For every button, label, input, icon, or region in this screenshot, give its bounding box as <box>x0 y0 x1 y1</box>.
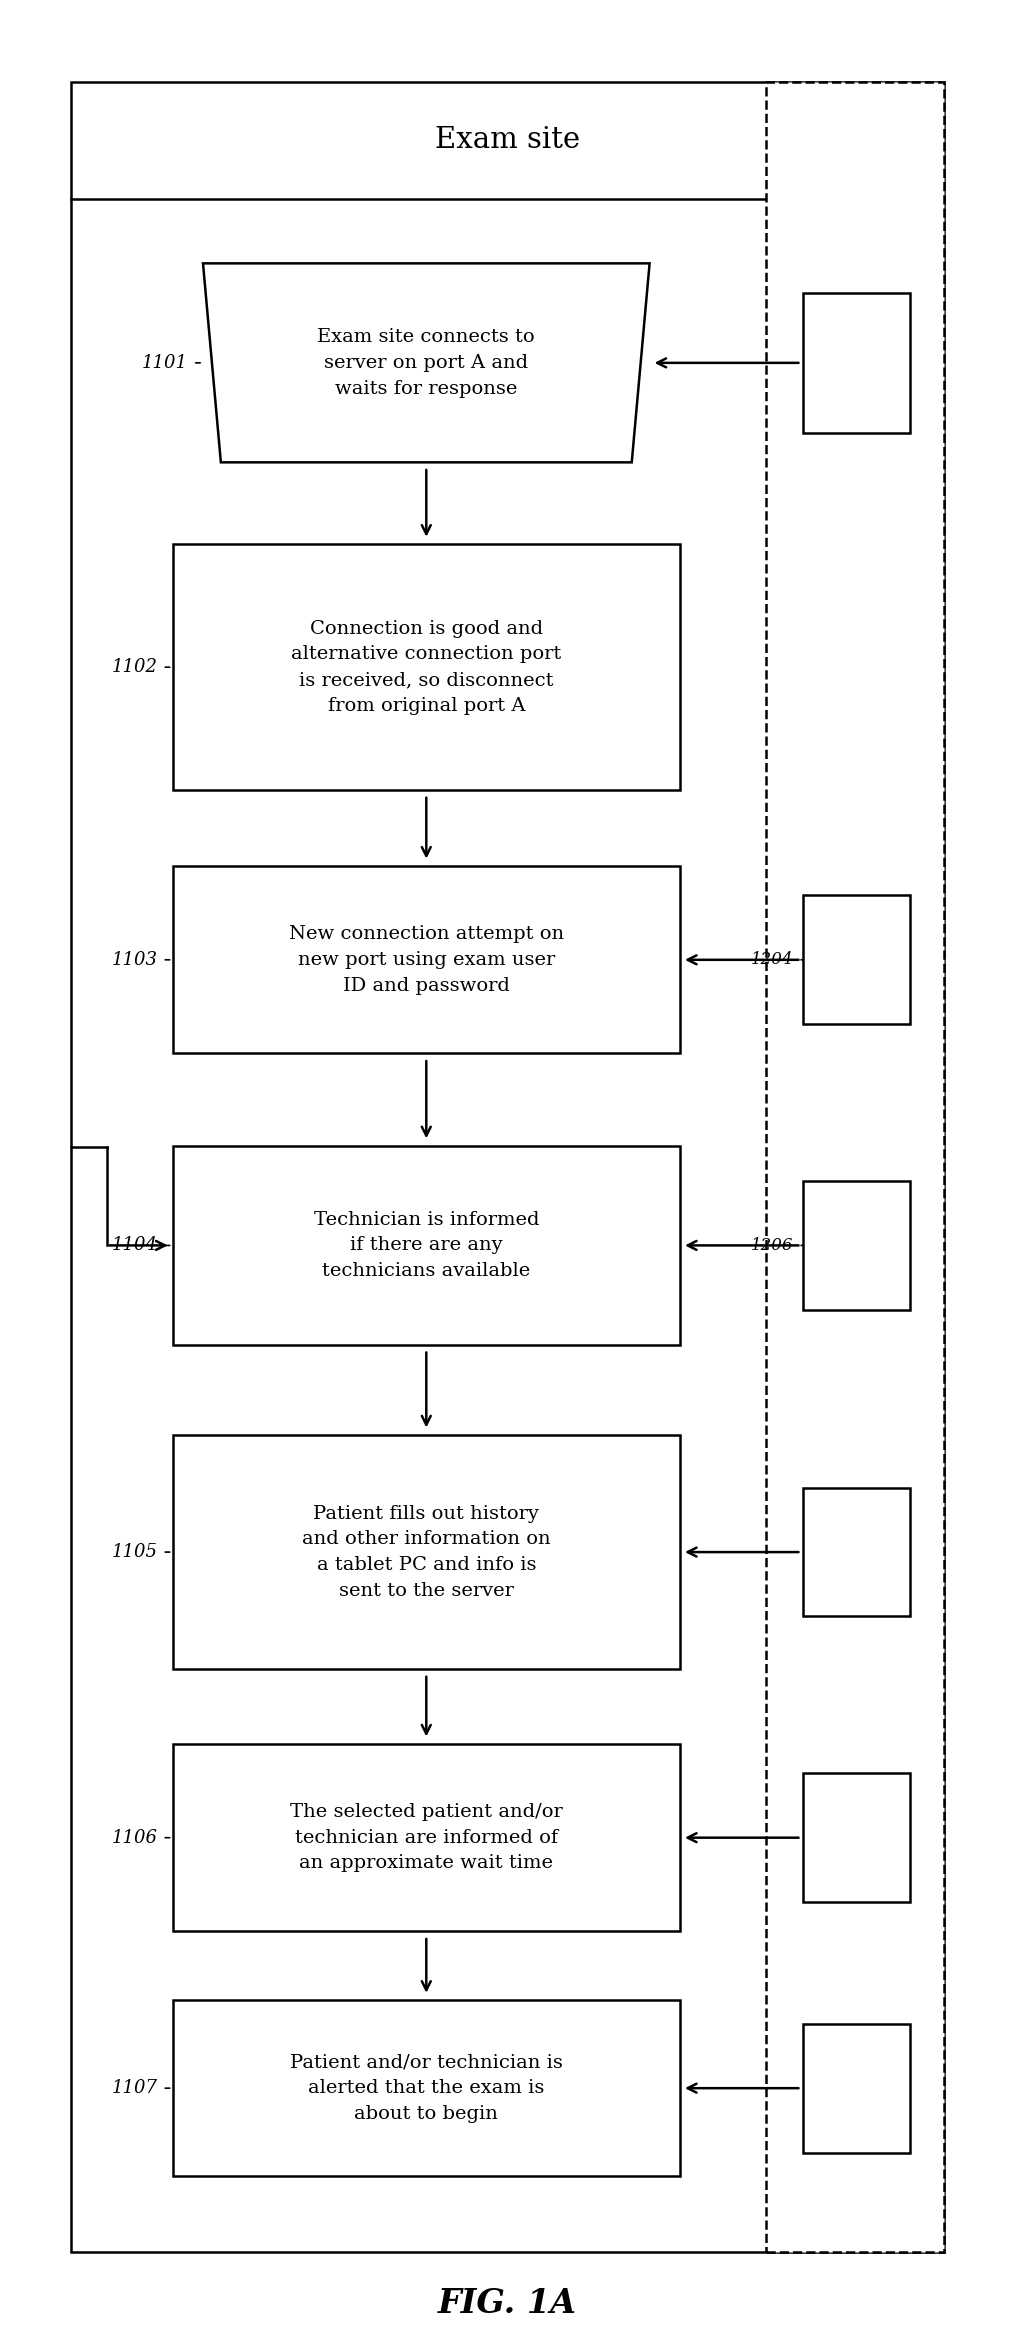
Text: The selected patient and/or
technician are informed of
an approximate wait time: The selected patient and/or technician a… <box>290 1803 562 1873</box>
Bar <box>173 1999 680 2177</box>
Bar <box>803 894 909 1025</box>
Text: 1107: 1107 <box>112 2079 157 2098</box>
Bar <box>173 545 680 791</box>
Bar <box>803 1774 909 1901</box>
Bar <box>71 82 944 2252</box>
Bar <box>803 1489 909 1615</box>
Text: New connection attempt on
new port using exam user
ID and password: New connection attempt on new port using… <box>288 925 564 995</box>
Text: 1104: 1104 <box>112 1236 157 1255</box>
Text: Patient fills out history
and other information on
a tablet PC and info is
sent : Patient fills out history and other info… <box>302 1505 550 1599</box>
Text: Exam site: Exam site <box>435 126 580 155</box>
Text: Technician is informed
if there are any
technicians available: Technician is informed if there are any … <box>314 1210 539 1281</box>
Bar <box>803 293 909 433</box>
Text: 1103: 1103 <box>112 950 157 969</box>
Text: 1102: 1102 <box>112 658 157 677</box>
Text: 1106: 1106 <box>112 1828 157 1847</box>
Text: FIG. 1A: FIG. 1A <box>438 2287 577 2320</box>
Text: 1101: 1101 <box>142 353 188 372</box>
Text: Connection is good and
alternative connection port
is received, so disconnect
fr: Connection is good and alternative conne… <box>291 620 561 714</box>
Bar <box>766 82 944 2252</box>
Bar <box>173 866 680 1053</box>
Bar <box>173 1435 680 1669</box>
Polygon shape <box>203 265 650 464</box>
Text: Exam site connects to
server on port A and
waits for response: Exam site connects to server on port A a… <box>318 328 535 398</box>
Bar <box>173 1744 680 1931</box>
Text: Patient and/or technician is
alerted that the exam is
about to begin: Patient and/or technician is alerted tha… <box>290 2053 562 2123</box>
Text: 1206: 1206 <box>751 1236 793 1255</box>
Text: 1204: 1204 <box>751 950 793 969</box>
Text: 1105: 1105 <box>112 1543 157 1561</box>
Bar <box>173 1145 680 1344</box>
Bar <box>803 2023 909 2154</box>
Bar <box>803 1182 909 1311</box>
